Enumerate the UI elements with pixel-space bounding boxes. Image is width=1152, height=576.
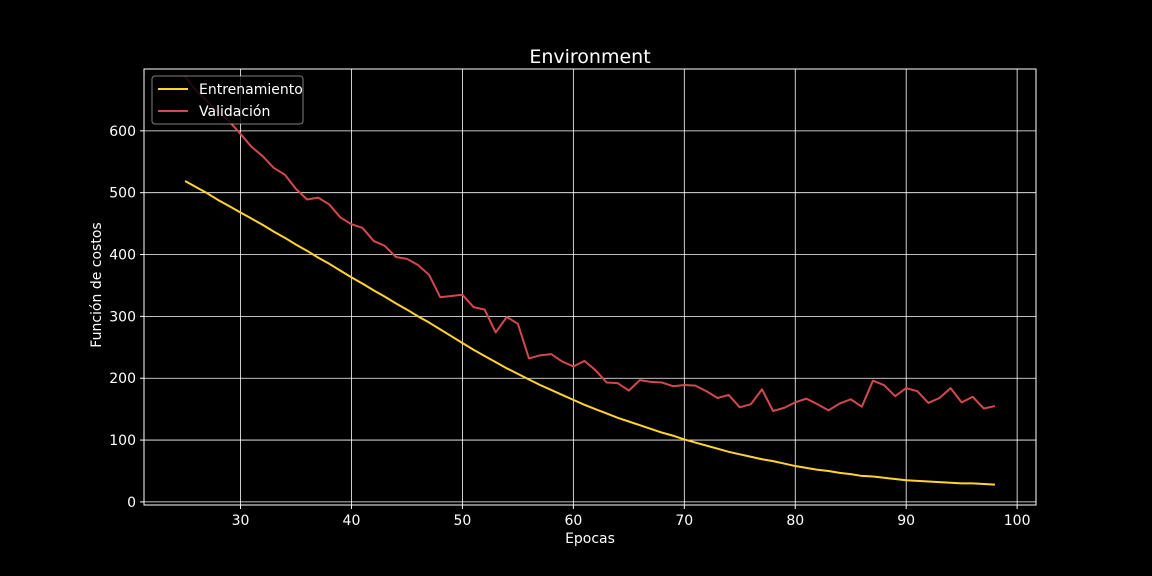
x-tick-label: 80 xyxy=(786,513,804,529)
series-lines xyxy=(184,75,996,486)
x-axis-label: Epocas xyxy=(565,531,615,547)
series-line-entrenamiento xyxy=(184,180,996,486)
x-tick-label: 40 xyxy=(343,513,361,529)
y-tick-label: 0 xyxy=(127,495,136,511)
x-tick-label: 50 xyxy=(453,513,471,529)
legend-entry-label: Validación xyxy=(199,104,270,120)
y-tick-label: 100 xyxy=(109,433,136,449)
x-tick-label: 60 xyxy=(564,513,582,529)
x-axis-ticks: 30 40 50 60 70 80 90 100 xyxy=(232,505,1031,529)
x-tick-label: 100 xyxy=(1004,513,1031,529)
y-tick-label: 200 xyxy=(109,371,136,387)
chart-title: Environment xyxy=(529,46,650,68)
y-axis-label: Función de costos xyxy=(89,222,105,347)
legend: Entrenamiento Validación xyxy=(151,75,304,125)
legend-entry-label: Entrenamiento xyxy=(199,82,303,98)
y-tick-label: 400 xyxy=(109,248,136,264)
legend-box xyxy=(151,75,304,125)
series-line-validacion xyxy=(184,75,996,412)
y-tick-label: 500 xyxy=(109,186,136,202)
x-tick-label: 90 xyxy=(897,513,915,529)
y-tick-label: 600 xyxy=(109,124,136,140)
y-axis-ticks: 0 100 200 300 400 500 600 xyxy=(109,124,144,511)
plot-frame xyxy=(143,68,1037,506)
grid-lines xyxy=(144,69,1036,505)
y-tick-label: 300 xyxy=(109,309,136,325)
x-tick-label: 70 xyxy=(675,513,693,529)
x-tick-label: 30 xyxy=(232,513,250,529)
